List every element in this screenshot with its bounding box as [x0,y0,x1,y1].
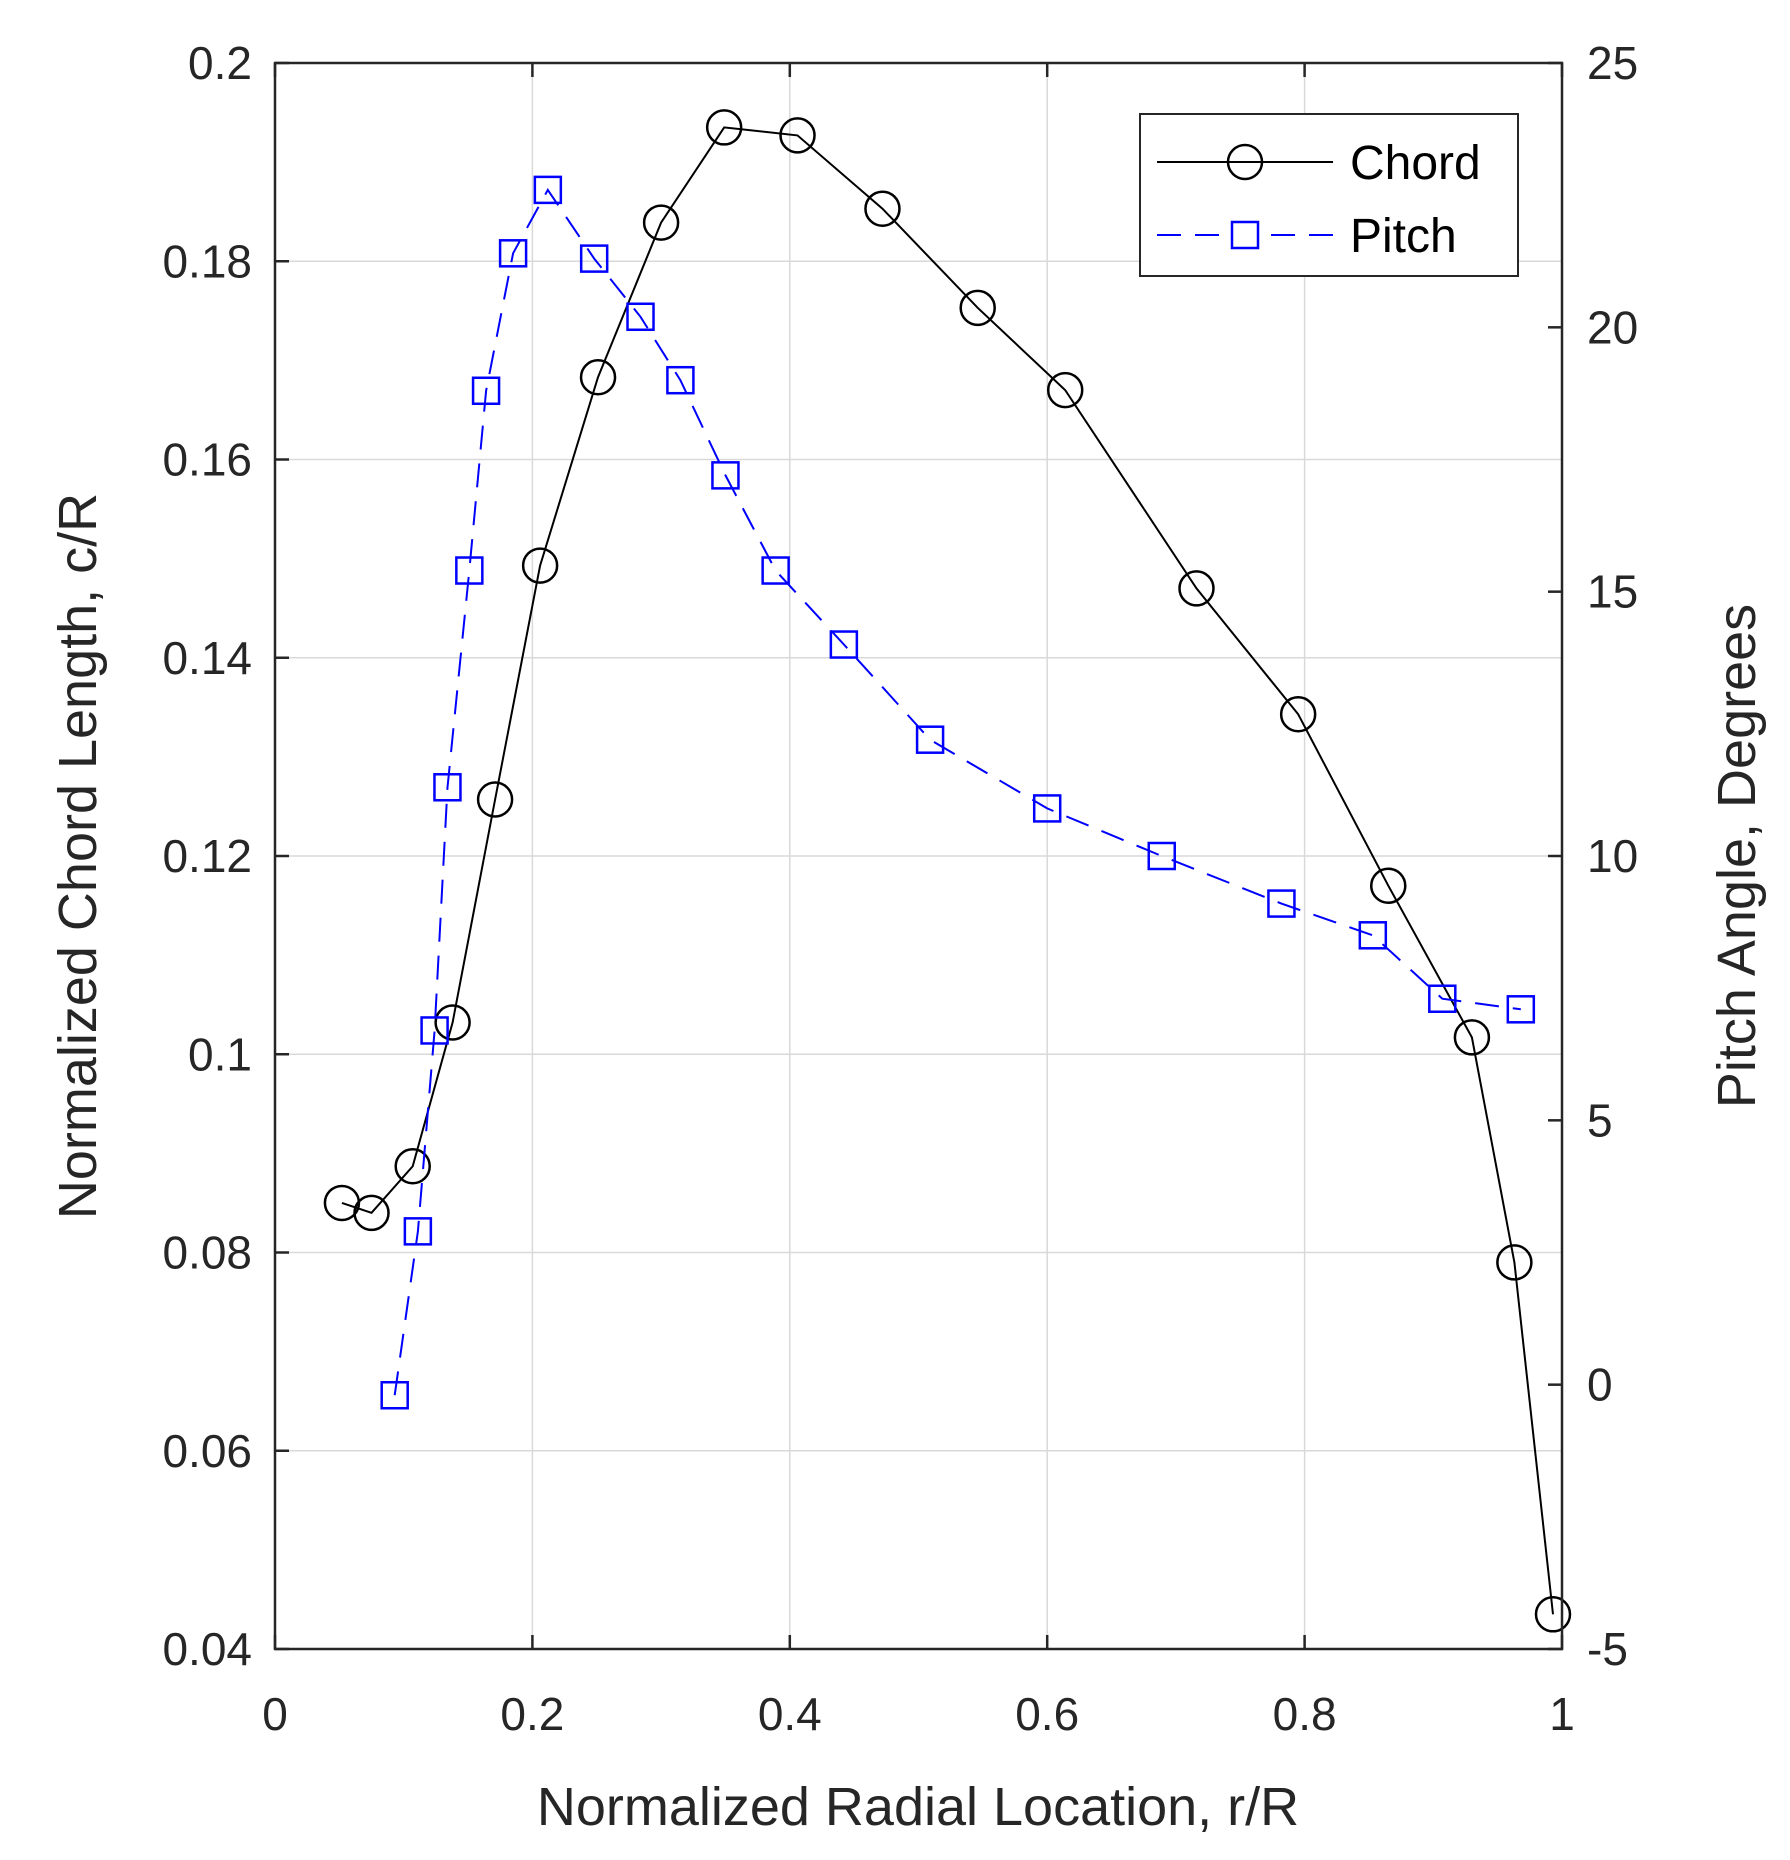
chord-point [864,190,901,227]
chord-point [1178,570,1215,607]
x-tick-label: 0.8 [1273,1688,1337,1740]
legend-chord-label: Chord [1350,137,1481,190]
chord-point [521,547,559,584]
chord-point [779,117,816,154]
legend-pitch-marker [1230,220,1260,250]
pitch-point [403,1217,433,1246]
y-left-tick-label: 0.18 [162,235,252,287]
y-left-tick-label: 0.16 [162,434,252,486]
pitch-series-line [393,187,1521,1396]
pitch-point [455,556,484,585]
pitch-point [626,302,655,332]
chord-point [1370,867,1407,904]
x-tick-label: 0.2 [500,1688,564,1740]
pitch-point [420,1016,449,1045]
series-layer [323,109,1572,1633]
pitch-point [711,461,740,490]
y-right-tick-label: -5 [1587,1623,1628,1675]
pitch-point [1267,889,1296,918]
pitch-point [380,1380,409,1410]
y-right-tick-label: 15 [1587,566,1638,618]
y-axis-left-title: Normalized Chord Length, c/R [48,493,108,1219]
legend-pitch-label: Pitch [1350,210,1457,263]
x-tick-label: 0.6 [1015,1688,1079,1740]
x-tick-label: 1 [1549,1688,1575,1740]
y-right-tick-label: 10 [1587,830,1638,882]
chord-point [1534,1596,1572,1633]
y-right-tick-label: 20 [1587,301,1638,353]
pitch-point [829,630,859,659]
y-left-tick-label: 0.1 [188,1028,252,1080]
chord-point [1453,1019,1491,1056]
y-left-tick-label: 0.06 [162,1425,252,1477]
pitch-point [471,376,501,406]
pitch-point [1506,995,1536,1024]
chord-series-line [341,126,1554,1615]
pitch-point [666,365,695,395]
x-tick-label: 0.4 [758,1688,822,1740]
chord-point [353,1194,390,1232]
pitch-point [1358,921,1388,950]
chord-point [434,1004,471,1041]
chord-point [394,1148,431,1185]
pitch-point [915,725,945,754]
y-left-tick-label: 0.08 [162,1227,252,1279]
pitch-point [761,556,790,585]
legend-box [1139,113,1519,277]
chord-point [959,289,996,327]
x-axis-title: Normalized Radial Location, r/R [537,1777,1299,1837]
y-axis-right-title: Pitch Angle, Degrees [1707,604,1767,1108]
pitch-point [433,773,462,802]
chord-point [476,781,514,818]
chord-point [705,109,743,146]
chord-point [1279,696,1317,733]
chord-point [579,358,617,396]
y-right-tick-label: 25 [1587,37,1638,89]
y-left-tick-label: 0.14 [162,632,252,684]
chord-point [642,204,680,241]
pitch-point [1428,984,1457,1013]
pitch-point [1032,794,1062,823]
chord-point [1496,1244,1533,1281]
pitch-point [1147,841,1176,871]
y-left-tick-label: 0.12 [162,830,252,882]
legend: Chord Pitch [1139,113,1519,277]
ticks: 0 0.2 0.4 0.6 0.8 1 0.04 0.06 0.08 0.1 0.12 0.14 0.1… [162,37,1638,1740]
y-right-tick-label: 0 [1587,1359,1613,1411]
legend-chord-marker [1226,143,1264,181]
x-tick-label: 0 [262,1688,288,1740]
y-right-tick-label: 5 [1587,1094,1613,1146]
y-left-tick-label: 0.04 [162,1623,252,1675]
y-left-tick-label: 0.2 [188,37,252,89]
pitch-point [498,239,528,268]
chord-point [1046,371,1084,409]
pitch-point [579,244,609,273]
pitch-point [533,175,563,205]
